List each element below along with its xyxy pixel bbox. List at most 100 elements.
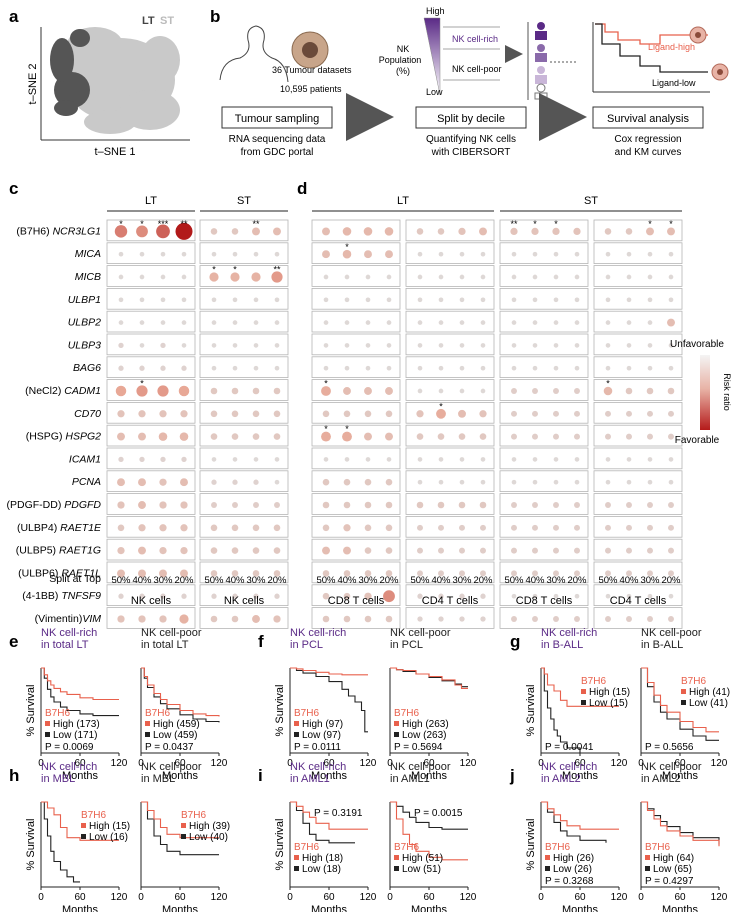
row-cell [311,265,401,287]
row-cell [106,379,196,401]
km-x-tick-label: 60 [574,758,586,769]
km-title: in AML1 [390,773,430,785]
risk-dot [178,385,190,397]
risk-dot [323,274,329,280]
risk-dot [364,570,372,577]
row-cell [106,219,196,242]
row-cell [499,219,589,242]
panel-cell-type-label: CD8 T cells [328,595,385,607]
risk-dot [180,410,188,418]
risk-dot [480,547,486,554]
step-box-split [415,106,527,129]
risk-dot [273,524,281,532]
km-legend-high: High (263) [402,719,449,730]
split-tick: 20% [567,575,587,586]
significance-star: * [533,219,537,229]
risk-dot [118,456,124,463]
km-y-label: % Survival [274,685,286,737]
row-cell [405,493,495,515]
gene-label: BAG6 [73,362,101,374]
row-cell [199,447,289,470]
risk-dot [386,343,392,348]
risk-dot [668,547,674,554]
risk-dot [480,251,486,257]
risk-dot [511,343,517,348]
risk-dot [438,388,444,394]
km-legend-low-swatch [581,700,586,705]
risk-dot [160,593,166,599]
risk-dot [232,297,238,303]
km-legend-title: B7H6 [45,708,70,719]
risk-dot [118,320,124,325]
row-cell [405,584,495,606]
risk-dot [605,410,611,417]
row-cell [593,310,683,333]
km-legend-low: Low (51) [402,864,441,875]
km-legend-low: Low (65) [653,864,692,875]
risk-dot [510,227,518,236]
risk-dot [321,431,331,442]
km-title: NK cell-rich [541,761,597,773]
km-x-label: Months [562,770,599,782]
row-cell [405,401,495,424]
km-x-tick-label: 0 [538,758,544,769]
risk-dot [253,320,259,325]
risk-dot [252,227,260,236]
risk-dot [668,274,674,280]
risk-dot [252,410,260,418]
nk-rich-label: NK cell-rich [452,34,498,44]
risk-dot [180,569,188,578]
km-y-label: % Survival [525,819,537,871]
km-title: in MBL [41,773,75,785]
risk-dot [459,297,465,303]
km-legend-low-swatch [81,834,86,839]
km-high-curve [141,801,219,839]
risk-dot [417,297,423,303]
risk-dot [459,251,465,257]
risk-dot [667,227,675,236]
risk-dot [211,251,217,257]
km-legend-low-swatch [145,732,150,737]
km-legend-low: Low (16) [89,832,128,843]
risk-dot [158,432,168,441]
risk-dot [417,547,423,554]
risk-dot [647,343,653,348]
km-high-curve [541,667,619,707]
km-title: NK cell-rich [541,627,597,639]
split-tick: 40% [132,575,152,586]
row-cell [499,607,589,629]
risk-dot [480,320,486,325]
risk-dot [416,501,424,509]
risk-dot [344,297,350,303]
significance-star: * [140,219,144,229]
risk-dot [232,251,238,257]
km-legend-high: High (51) [402,853,443,864]
risk-dot [385,478,393,486]
risk-dot [211,365,217,371]
km-p-value: P = 0.3268 [545,876,594,887]
nk-gradient-wedge [423,17,441,96]
risk-dot [343,410,351,418]
risk-dot [364,592,372,600]
risk-dot [438,457,444,462]
km-legend-high-swatch [145,721,150,726]
risk-dot [605,365,611,371]
risk-dot [573,227,581,236]
risk-dot [417,251,423,257]
km-x-label: Months [62,904,99,912]
km-low-curve [141,801,219,856]
risk-dot [479,227,487,236]
risk-dot [647,457,653,462]
risk-dot [253,365,259,371]
risk-dot [138,569,146,578]
significance-star: * [212,265,216,275]
group-label: LT [397,195,409,207]
km-title: NK cell-poor [641,761,702,773]
risk-dot [274,365,280,371]
row-cell [199,401,289,424]
km-legend-high: High (26) [553,853,594,864]
risk-dot [574,320,580,325]
risk-dot [553,502,559,508]
risk-dot [344,457,350,462]
